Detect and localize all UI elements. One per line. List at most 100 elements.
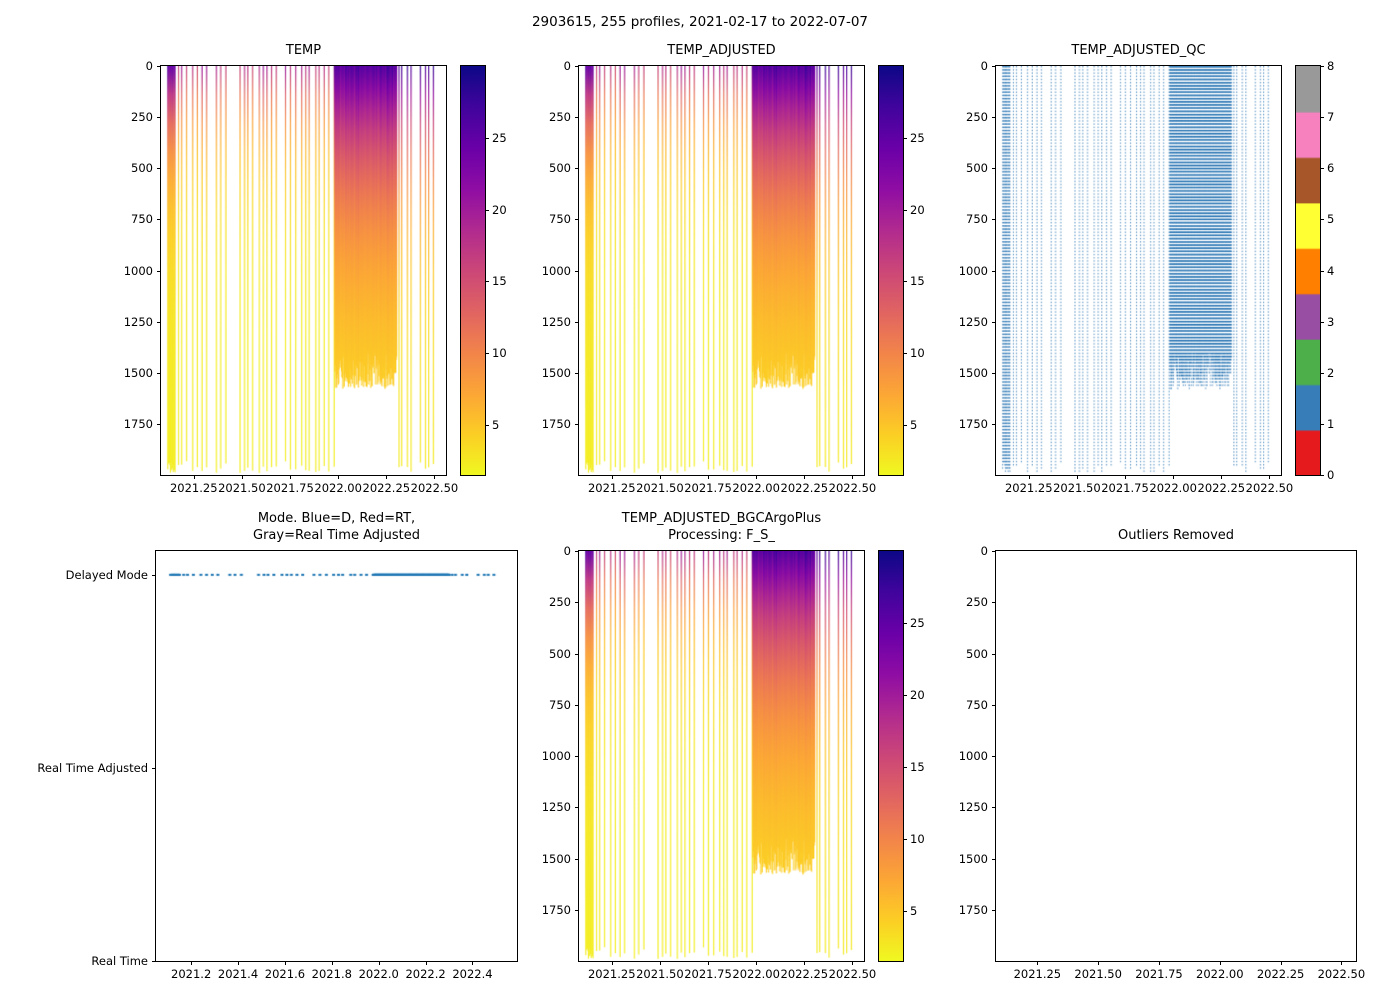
- colorbar-tick-label: 5: [910, 417, 918, 432]
- x-tick-label: 2021.75: [266, 481, 314, 495]
- y-tick-mark: [992, 66, 996, 67]
- x-tick-mark: [378, 961, 380, 965]
- x-tick-label: 2021.2: [171, 967, 212, 981]
- colorbar-tick-label: 25: [910, 130, 925, 145]
- x-tick-mark: [1221, 475, 1223, 479]
- x-tick-mark: [708, 475, 710, 479]
- x-tick-label: 2021.50: [218, 481, 266, 495]
- x-tick-label: 2021.50: [636, 967, 684, 981]
- y-tick-label: 1000: [541, 749, 571, 763]
- y-tick-mark: [992, 219, 996, 221]
- y-tick-mark: [992, 321, 996, 323]
- x-tick-label: 2022.50: [410, 481, 459, 495]
- subplot-temp-adjusted-qc: TEMP_ADJUSTED_QC 2021.25 2021.50 2021.75 20…: [959, 43, 1294, 495]
- y-tick-mark: [152, 574, 156, 576]
- y-tick-mark: [575, 807, 579, 809]
- subplot-temp-title: TEMP: [285, 43, 322, 59]
- y-tick-label: 250: [966, 595, 988, 610]
- y-tick-label: 0: [563, 59, 571, 73]
- colorbar-tick-mark: [903, 424, 907, 426]
- y-tick-mark: [157, 270, 161, 272]
- temp-adjusted-profiles-canvas: [579, 66, 864, 475]
- subplot-outliers-removed: Outliers Removed 2021.25 2021.50 2021.75 20…: [959, 528, 1365, 981]
- x-tick-label: 2022.25: [1256, 967, 1305, 981]
- y-tick-mark: [575, 602, 579, 604]
- temp-adjusted-bgc-canvas: [579, 551, 864, 961]
- y-tick-mark: [157, 219, 161, 221]
- y-tick-mark: [575, 756, 579, 757]
- figure-title: 2903615, 255 profiles, 2021-02-17 to 202…: [531, 14, 869, 30]
- y-tick-label: 1500: [541, 851, 571, 866]
- y-tick-label: 1000: [541, 263, 571, 278]
- x-tick-label: 2022.25: [362, 481, 411, 495]
- y-tick-label: 1250: [541, 800, 571, 815]
- y-tick-mark: [992, 909, 996, 911]
- temp-colorbar-canvas: [461, 66, 485, 475]
- y-tick-mark: [152, 767, 156, 769]
- temp-adjusted-colorbar: 5 10 15 20 25: [878, 65, 925, 476]
- colorbar-tick-mark: [485, 209, 489, 211]
- x-tick-mark: [1269, 475, 1271, 479]
- y-tick-mark: [157, 423, 161, 425]
- x-tick-mark: [1219, 961, 1221, 965]
- colorbar-tick-label: 15: [492, 274, 507, 289]
- x-tick-label: 2021.75: [1135, 967, 1183, 981]
- x-tick-label: 2022.0: [358, 967, 399, 981]
- y-tick-mark: [575, 168, 579, 170]
- x-tick-mark: [1037, 961, 1039, 965]
- y-tick-label: 1500: [541, 365, 571, 380]
- x-tick-mark: [804, 475, 806, 479]
- x-tick-mark: [193, 475, 195, 479]
- y-tick-label: 1750: [958, 902, 988, 917]
- subplot-temp-adjusted-qc-title: TEMP_ADJUSTED_QC: [1071, 43, 1206, 59]
- x-tick-mark: [434, 475, 436, 479]
- x-tick-label: 2022.50: [828, 481, 877, 495]
- y-tick-mark: [575, 117, 579, 119]
- y-tick-mark: [575, 551, 579, 552]
- colorbar-tick-label: 3: [1327, 314, 1335, 329]
- y-tick-mark: [992, 117, 996, 119]
- y-tick-label: 0: [563, 544, 571, 558]
- y-tick-mark: [575, 704, 579, 706]
- x-tick-mark: [425, 961, 427, 965]
- y-tick-label: Real Time Adjusted: [37, 760, 148, 775]
- colorbar-tick-label: 25: [910, 615, 925, 630]
- colorbar-tick-mark: [903, 622, 907, 624]
- x-tick-label: 2021.50: [636, 481, 684, 495]
- x-tick-mark: [1076, 475, 1078, 479]
- x-tick-label: 2022.2: [405, 967, 446, 981]
- y-tick-label: 1500: [123, 365, 153, 380]
- y-tick-label: 250: [549, 110, 571, 125]
- x-tick-label: 2021.6: [264, 967, 306, 981]
- y-tick-mark: [992, 653, 996, 655]
- colorbar-tick-label: 15: [910, 759, 925, 774]
- y-tick-mark: [992, 807, 996, 809]
- x-tick-label: 2022.50: [1317, 967, 1366, 981]
- y-tick-mark: [992, 704, 996, 706]
- x-tick-mark: [338, 475, 340, 479]
- x-tick-mark: [1158, 961, 1160, 965]
- y-tick-mark: [575, 219, 579, 221]
- colorbar-tick-mark: [1320, 168, 1324, 170]
- y-tick-label: 0: [980, 59, 988, 73]
- temp-adjusted-qc-canvas: [996, 66, 1281, 475]
- colorbar-tick-mark: [903, 281, 907, 283]
- subplot-mode: Mode. Blue=D, Red=RT, Gray=Real Time Adj…: [37, 511, 518, 981]
- x-tick-mark: [290, 475, 292, 479]
- x-tick-label: 2022.25: [780, 967, 829, 981]
- y-tick-label: 1000: [958, 263, 988, 278]
- y-tick-mark: [157, 117, 161, 119]
- y-tick-mark: [157, 321, 161, 323]
- x-tick-label: 2021.75: [684, 481, 732, 495]
- x-tick-label: 2021.25: [1004, 481, 1053, 495]
- x-tick-label: 2022.00: [314, 481, 362, 495]
- colorbar-tick-mark: [485, 281, 489, 283]
- y-tick-mark: [575, 653, 579, 655]
- x-tick-label: 2021.50: [1053, 481, 1101, 495]
- x-tick-label: 2021.4: [217, 967, 259, 981]
- bgc-colorbar: 5 10 15 20 25: [878, 550, 925, 962]
- colorbar-tick-mark: [485, 137, 489, 139]
- mode-scatter-canvas: [156, 551, 517, 961]
- y-tick-label: 0: [145, 59, 153, 73]
- subplot-mode-title: Mode. Blue=D, Red=RT, Gray=Real Time Adj…: [253, 511, 420, 544]
